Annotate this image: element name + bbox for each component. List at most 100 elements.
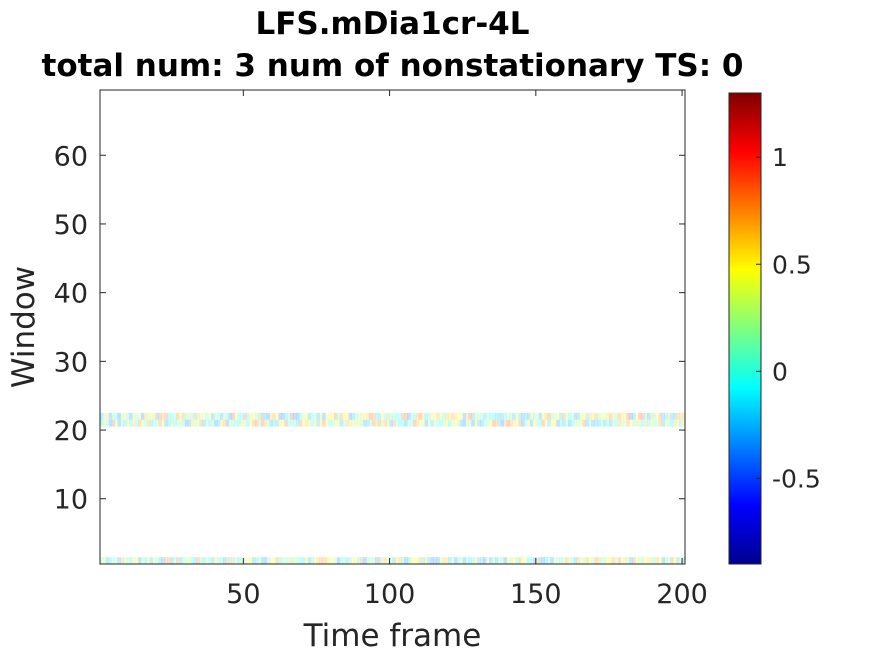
heatmap-cell xyxy=(295,419,300,427)
heatmap-cell xyxy=(275,419,279,427)
heatmap-cell xyxy=(249,412,253,420)
heatmap-cell xyxy=(214,557,218,564)
heatmap-cell xyxy=(483,557,487,564)
heatmap-cell xyxy=(383,419,388,427)
heatmap-cell xyxy=(468,412,472,420)
heatmap-cell xyxy=(497,419,502,427)
heatmap-cell xyxy=(108,419,113,427)
heatmap-cell xyxy=(111,412,116,420)
heatmap-cell xyxy=(117,412,121,420)
heatmap-cell xyxy=(313,412,317,420)
heatmap-cell xyxy=(603,557,607,564)
heatmap-cell xyxy=(421,412,426,420)
heatmap-cell xyxy=(629,419,633,427)
heatmap-cell xyxy=(222,412,227,420)
heatmap-cell xyxy=(497,557,502,564)
heatmap-cell xyxy=(430,412,434,420)
heatmap-cell xyxy=(582,557,586,564)
heatmap-cell xyxy=(105,557,110,564)
heatmap-cell xyxy=(597,412,601,420)
heatmap-cell xyxy=(670,412,674,420)
y-tick-label: 40 xyxy=(54,279,88,310)
heatmap-cell xyxy=(638,557,642,564)
heatmap-cell xyxy=(646,419,651,427)
heatmap-cell xyxy=(217,557,221,564)
heatmap-cell xyxy=(374,557,379,564)
heatmap-cell xyxy=(278,419,282,427)
y-tick-label: 10 xyxy=(54,485,88,516)
heatmap-cell xyxy=(152,419,156,427)
heatmap-cell xyxy=(132,419,136,427)
heatmap-cell xyxy=(550,419,554,427)
heatmap-cell xyxy=(117,419,121,427)
heatmap-cell xyxy=(360,419,364,427)
heatmap-cell xyxy=(629,557,633,564)
heatmap-cell xyxy=(608,557,613,564)
heatmap-cell xyxy=(465,419,469,427)
heatmap-cell xyxy=(255,412,259,420)
heatmap-cell xyxy=(629,412,633,420)
heatmap-cell xyxy=(427,557,431,564)
heatmap-cell xyxy=(369,419,373,427)
heatmap-cell xyxy=(553,419,557,427)
heatmap-cell xyxy=(477,412,481,420)
heatmap-cell xyxy=(509,412,513,420)
heatmap-cell xyxy=(336,557,341,564)
heatmap-cell xyxy=(126,419,130,427)
heatmap-cell xyxy=(129,419,133,427)
heatmap-cell xyxy=(167,557,171,564)
heatmap-cell xyxy=(313,419,317,427)
heatmap-cell xyxy=(152,557,156,564)
heatmap-cell xyxy=(453,419,458,427)
heatmap-cell xyxy=(410,557,414,564)
plot-frame xyxy=(99,89,686,565)
heatmap-cell xyxy=(164,412,168,420)
heatmap-cell xyxy=(173,412,177,420)
heatmap-cell xyxy=(252,557,256,564)
heatmap-cell xyxy=(181,419,186,427)
heatmap-cell xyxy=(266,419,271,427)
heatmap-cell xyxy=(404,557,408,564)
heatmap-cell xyxy=(412,557,417,564)
heatmap-cell xyxy=(515,412,519,420)
heatmap-cell xyxy=(623,412,627,420)
heatmap-cell xyxy=(503,557,507,564)
heatmap-cell xyxy=(407,557,411,564)
heatmap-cell xyxy=(310,557,314,564)
heatmap-cell xyxy=(442,557,446,564)
heatmap-cell xyxy=(407,419,411,427)
heatmap-cell xyxy=(243,419,247,427)
heatmap-cell xyxy=(556,419,560,427)
heatmap-cell xyxy=(354,557,358,564)
heatmap-cell xyxy=(319,557,323,564)
heatmap-cell xyxy=(383,557,388,564)
heatmap-cell xyxy=(451,557,455,564)
heatmap-cell xyxy=(649,419,654,427)
heatmap-cell xyxy=(374,412,379,420)
heatmap-cell xyxy=(418,412,423,420)
heatmap-cell xyxy=(313,557,317,564)
heatmap-cell xyxy=(319,419,323,427)
heatmap-cell xyxy=(170,557,174,564)
heatmap-cell xyxy=(682,419,686,427)
heatmap-cell xyxy=(386,419,390,427)
heatmap-cell xyxy=(234,419,238,427)
heatmap-cell xyxy=(328,557,332,564)
heatmap-cell xyxy=(676,419,680,427)
heatmap-cell xyxy=(614,557,619,564)
heatmap-cell xyxy=(155,419,159,427)
heatmap-cell xyxy=(129,412,133,420)
heatmap-cell xyxy=(263,419,268,427)
heatmap-cell xyxy=(351,412,355,420)
heatmap-cell xyxy=(225,419,230,427)
heatmap-cell xyxy=(126,557,130,564)
plot-area xyxy=(100,90,685,564)
heatmap-cell xyxy=(389,557,393,564)
heatmap-cell xyxy=(398,419,402,427)
heatmap-cell xyxy=(635,412,639,420)
heatmap-cell xyxy=(544,557,548,564)
heatmap-cell xyxy=(228,419,233,427)
heatmap-cell xyxy=(123,557,127,564)
heatmap-cell xyxy=(603,412,607,420)
heatmap-cell xyxy=(178,419,183,427)
